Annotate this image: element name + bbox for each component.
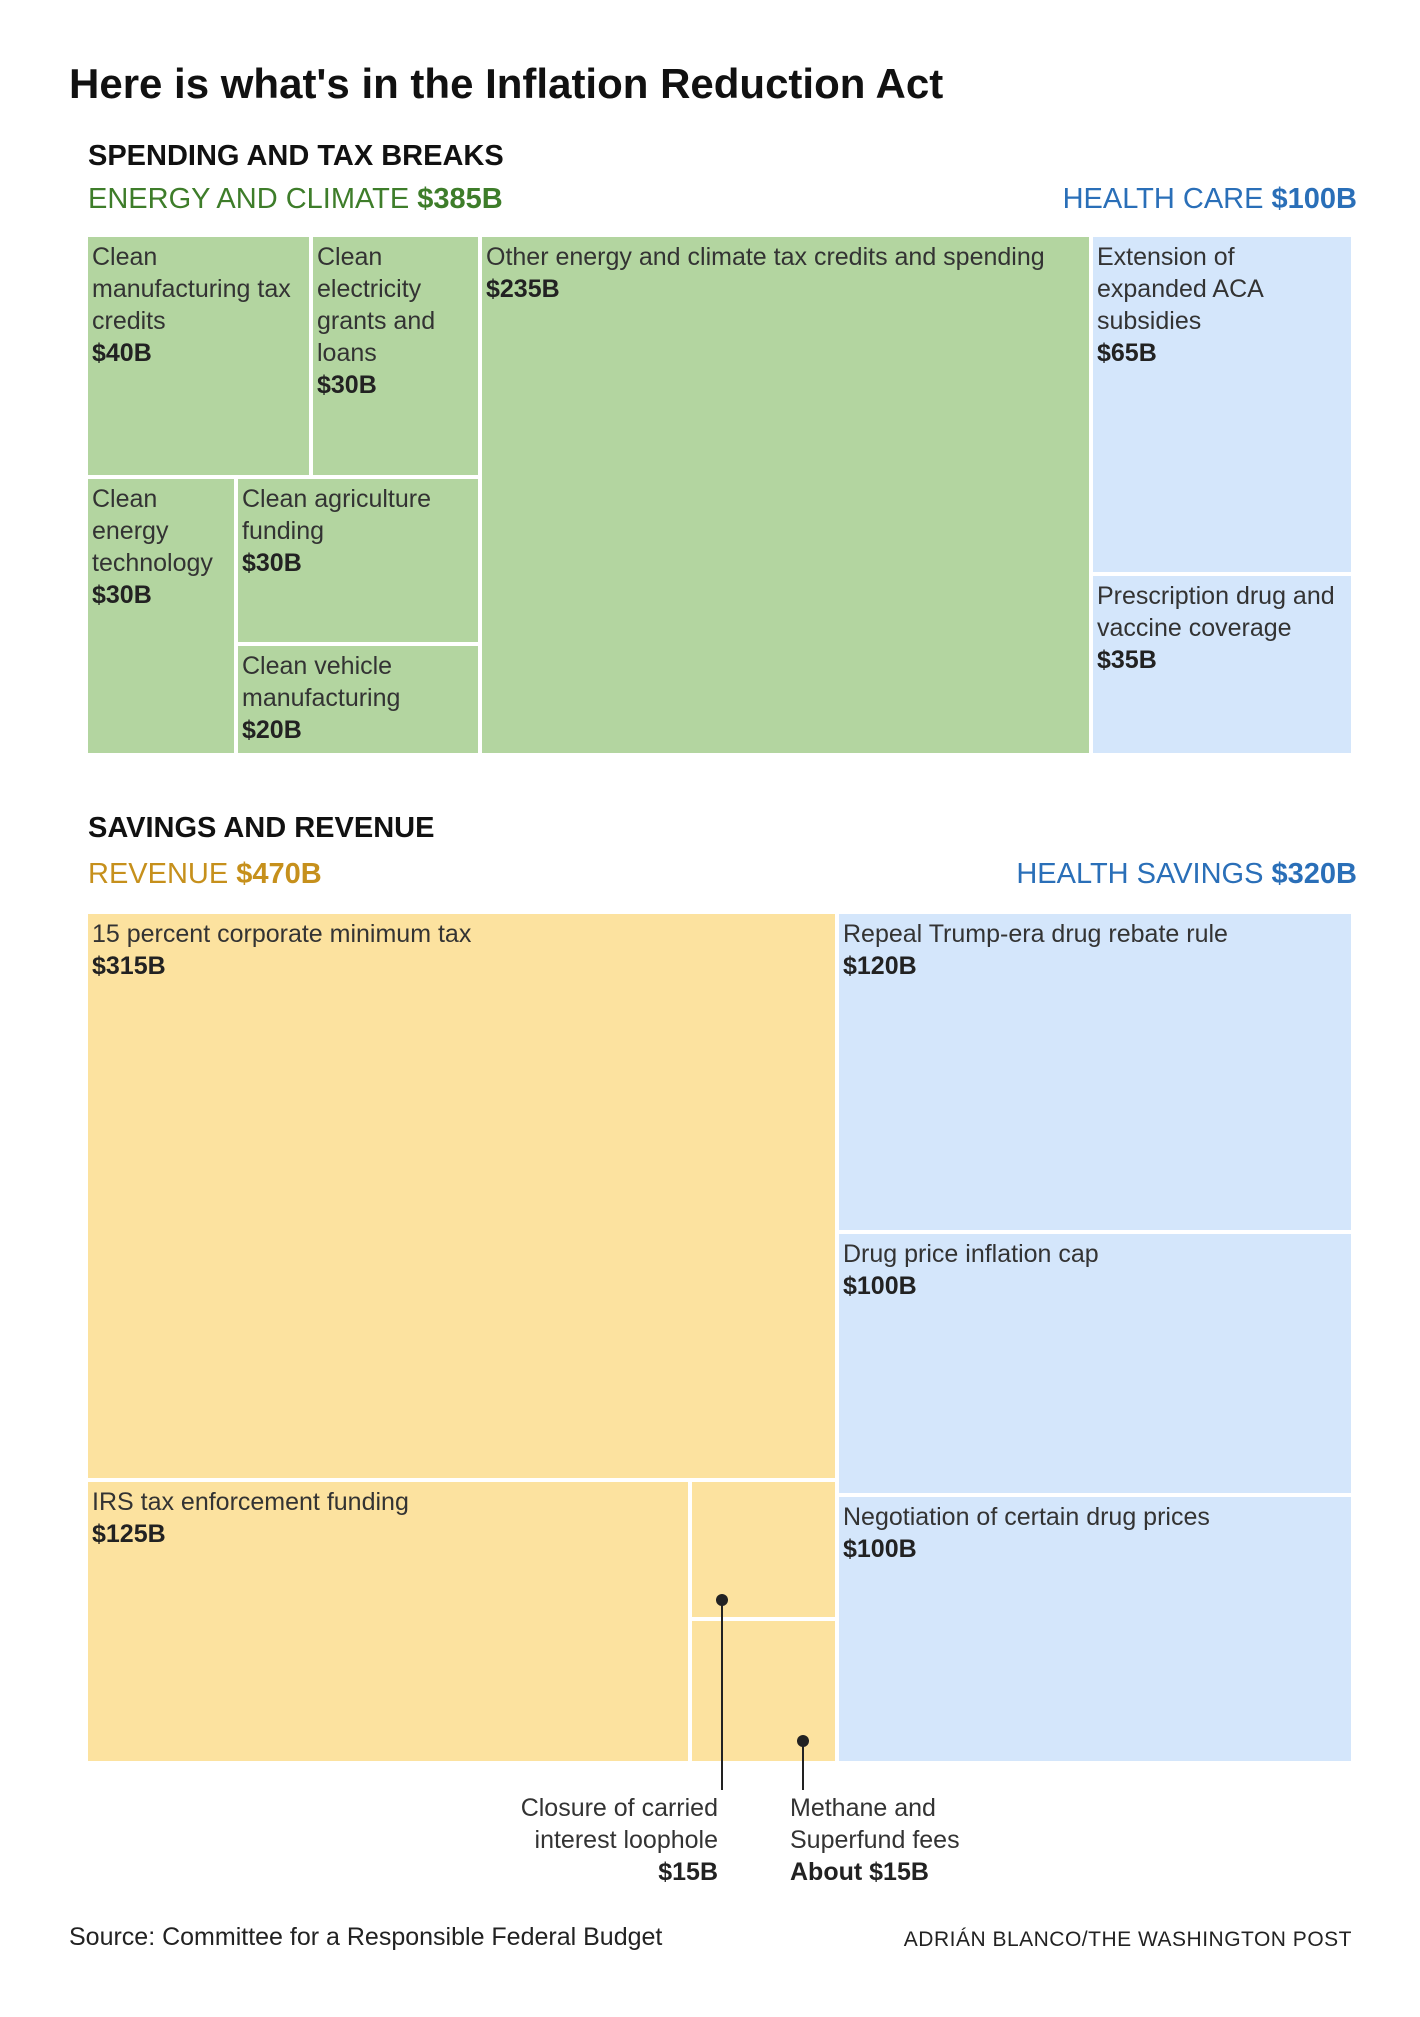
leader-dot-carried-interest xyxy=(716,1594,728,1606)
cell-value: $315B xyxy=(92,952,166,980)
cell-label: Negotiation of certain drug prices xyxy=(843,1503,1210,1531)
cell-value: $100B xyxy=(843,1272,917,1300)
cell-label: Repeal Trump-era drug rebate rule xyxy=(843,920,1228,948)
health-care-name: HEALTH CARE xyxy=(1062,183,1264,215)
treemap-cell-aca-subsidies: Extension of expanded ACA subsidies $65B xyxy=(1093,237,1351,572)
treemap-cell-methane-fees xyxy=(692,1621,835,1761)
cell-value: $235B xyxy=(486,275,560,303)
treemap-cell-prescription-drug: Prescription drug and vaccine coverage $3… xyxy=(1093,576,1351,753)
cell-value: $40B xyxy=(92,339,152,367)
treemap-cell-drug-rebate-rule: Repeal Trump-era drug rebate rule $120B xyxy=(839,914,1351,1230)
cell-label: 15 percent corporate minimum tax xyxy=(92,920,472,948)
cell-value: $65B xyxy=(1097,339,1157,367)
cell-label: Extension of expanded ACA subsidies xyxy=(1097,243,1263,335)
cell-value: $30B xyxy=(317,371,377,399)
treemap-cell-clean-vehicle: Clean vehicle manufacturing $20B xyxy=(238,646,478,753)
treemap-cell-irs-enforcement: IRS tax enforcement funding $125B xyxy=(88,1482,688,1761)
callout-label: Closure of carried interest loophole xyxy=(520,1794,718,1854)
page-title: Here is what's in the Inflation Reductio… xyxy=(69,60,944,107)
callout-label: Methane and Superfund fees xyxy=(790,1794,960,1854)
cell-label: Clean vehicle manufacturing xyxy=(242,652,401,712)
treemap-cell-other-energy: Other energy and climate tax credits and… xyxy=(482,237,1089,753)
treemap-cell-clean-manufacturing: Clean manufacturing tax credits $40B xyxy=(88,237,309,475)
revenue-total: $470B xyxy=(236,858,322,890)
callout-carried-interest: Closure of carried interest loophole $15… xyxy=(458,1792,718,1888)
cell-label: Prescription drug and vaccine coverage xyxy=(1097,582,1335,642)
leader-dot-methane xyxy=(797,1735,809,1747)
energy-climate-total: $385B xyxy=(417,183,503,215)
cell-label: Clean manufacturing tax credits xyxy=(92,243,291,335)
section-title-savings: SAVINGS AND REVENUE xyxy=(88,812,435,844)
cell-value: $30B xyxy=(92,581,152,609)
cell-label: Clean electricity grants and loans xyxy=(317,243,436,367)
cell-value: $120B xyxy=(843,952,917,980)
treemap-cell-carried-interest xyxy=(692,1482,835,1617)
cell-value: $125B xyxy=(92,1520,166,1548)
cell-label: Other energy and climate tax credits and… xyxy=(486,243,1045,271)
section-title-spending: SPENDING AND TAX BREAKS xyxy=(88,140,504,172)
cell-value: $20B xyxy=(242,716,302,744)
cell-value: $30B xyxy=(242,549,302,577)
cell-label: IRS tax enforcement funding xyxy=(92,1488,409,1516)
energy-climate-name: ENERGY AND CLIMATE xyxy=(88,183,410,215)
cell-label: Clean energy technology xyxy=(92,485,213,577)
treemap-cell-clean-electricity: Clean electricity grants and loans $30B xyxy=(313,237,478,475)
revenue-header: REVENUE $470B xyxy=(88,858,322,891)
treemap-cell-drug-negotiation: Negotiation of certain drug prices $100B xyxy=(839,1497,1351,1761)
health-care-total: $100B xyxy=(1271,183,1357,215)
energy-climate-header: ENERGY AND CLIMATE $385B xyxy=(88,183,503,216)
health-care-header: HEALTH CARE $100B xyxy=(1063,183,1357,216)
cell-value: $35B xyxy=(1097,646,1157,674)
treemap-cell-clean-agriculture: Clean agriculture funding $30B xyxy=(238,479,478,642)
cell-label: Clean agriculture funding xyxy=(242,485,431,545)
source-note: Source: Committee for a Responsible Fede… xyxy=(69,1923,663,1951)
callout-value: About $15B xyxy=(790,1858,929,1886)
credit-line: ADRIÁN BLANCO/THE WASHINGTON POST xyxy=(903,1928,1352,1951)
health-savings-name: HEALTH SAVINGS xyxy=(1016,858,1264,890)
treemap-cell-clean-energy-technology: Clean energy technology $30B xyxy=(88,479,234,753)
health-savings-total: $320B xyxy=(1271,858,1357,890)
cell-label: Drug price inflation cap xyxy=(843,1240,1099,1268)
health-savings-header: HEALTH SAVINGS $320B xyxy=(1016,858,1357,891)
callout-value: $15B xyxy=(658,1858,718,1886)
treemap-cell-inflation-cap: Drug price inflation cap $100B xyxy=(839,1234,1351,1493)
cell-value: $100B xyxy=(843,1535,917,1563)
callout-methane: Methane and Superfund fees About $15B xyxy=(790,1792,1010,1888)
revenue-name: REVENUE xyxy=(88,858,229,890)
treemap-cell-corporate-minimum-tax: 15 percent corporate minimum tax $315B xyxy=(88,914,835,1478)
